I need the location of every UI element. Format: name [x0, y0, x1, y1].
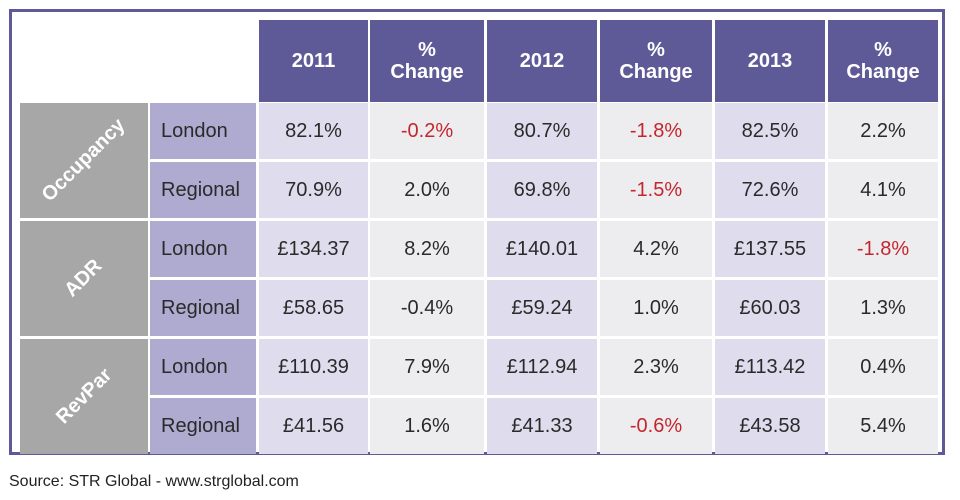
change-cell: 0.4% — [828, 339, 938, 395]
value-cell: 72.6% — [715, 162, 825, 218]
value-cell: 69.8% — [487, 162, 597, 218]
source-note: Source: STR Global - www.strglobal.com — [9, 473, 299, 490]
change-cell: -1.8% — [828, 221, 938, 277]
value-cell: £58.65 — [259, 280, 368, 336]
change-cell: 1.0% — [600, 280, 712, 336]
group-label: RevPar — [20, 339, 148, 454]
value-cell: £112.94 — [487, 339, 597, 395]
value-cell: £137.55 — [715, 221, 825, 277]
row-location: Regional — [150, 162, 256, 218]
value-cell: £41.56 — [259, 398, 368, 454]
row-location: London — [150, 221, 256, 277]
change-cell: -0.4% — [370, 280, 484, 336]
change-cell: 2.2% — [828, 103, 938, 159]
value-cell: £60.03 — [715, 280, 825, 336]
value-cell: £113.42 — [715, 339, 825, 395]
column-header: 2013 — [715, 20, 825, 102]
group-label-text: ADR — [60, 255, 107, 302]
change-cell: 4.2% — [600, 221, 712, 277]
value-cell: 82.1% — [259, 103, 368, 159]
column-header: 2011 — [259, 20, 368, 102]
value-cell: £59.24 — [487, 280, 597, 336]
group-label-text: Occupancy — [37, 114, 130, 207]
column-header: % Change — [370, 20, 484, 102]
row-location: London — [150, 103, 256, 159]
value-cell: 80.7% — [487, 103, 597, 159]
change-cell: 5.4% — [828, 398, 938, 454]
value-cell: £134.37 — [259, 221, 368, 277]
change-cell: 2.0% — [370, 162, 484, 218]
data-table: 2011% Change 2012% Change 2013% Change Occu… — [9, 9, 945, 455]
column-header: % Change — [828, 20, 938, 102]
change-cell: 1.6% — [370, 398, 484, 454]
value-cell: 70.9% — [259, 162, 368, 218]
change-cell: -0.6% — [600, 398, 712, 454]
column-header: % Change — [600, 20, 712, 102]
change-cell: -1.5% — [600, 162, 712, 218]
group-label: ADR — [20, 221, 148, 336]
column-header: 2012 — [487, 20, 597, 102]
value-cell: £110.39 — [259, 339, 368, 395]
change-cell: -1.8% — [600, 103, 712, 159]
group-label-text: RevPar — [51, 363, 116, 429]
change-cell: 7.9% — [370, 339, 484, 395]
value-cell: £140.01 — [487, 221, 597, 277]
change-cell: 2.3% — [600, 339, 712, 395]
change-cell: -0.2% — [370, 103, 484, 159]
value-cell: 82.5% — [715, 103, 825, 159]
change-cell: 1.3% — [828, 280, 938, 336]
value-cell: £41.33 — [487, 398, 597, 454]
change-cell: 4.1% — [828, 162, 938, 218]
group-label: Occupancy — [20, 103, 148, 218]
change-cell: 8.2% — [370, 221, 484, 277]
value-cell: £43.58 — [715, 398, 825, 454]
row-location: Regional — [150, 280, 256, 336]
row-location: London — [150, 339, 256, 395]
row-location: Regional — [150, 398, 256, 454]
